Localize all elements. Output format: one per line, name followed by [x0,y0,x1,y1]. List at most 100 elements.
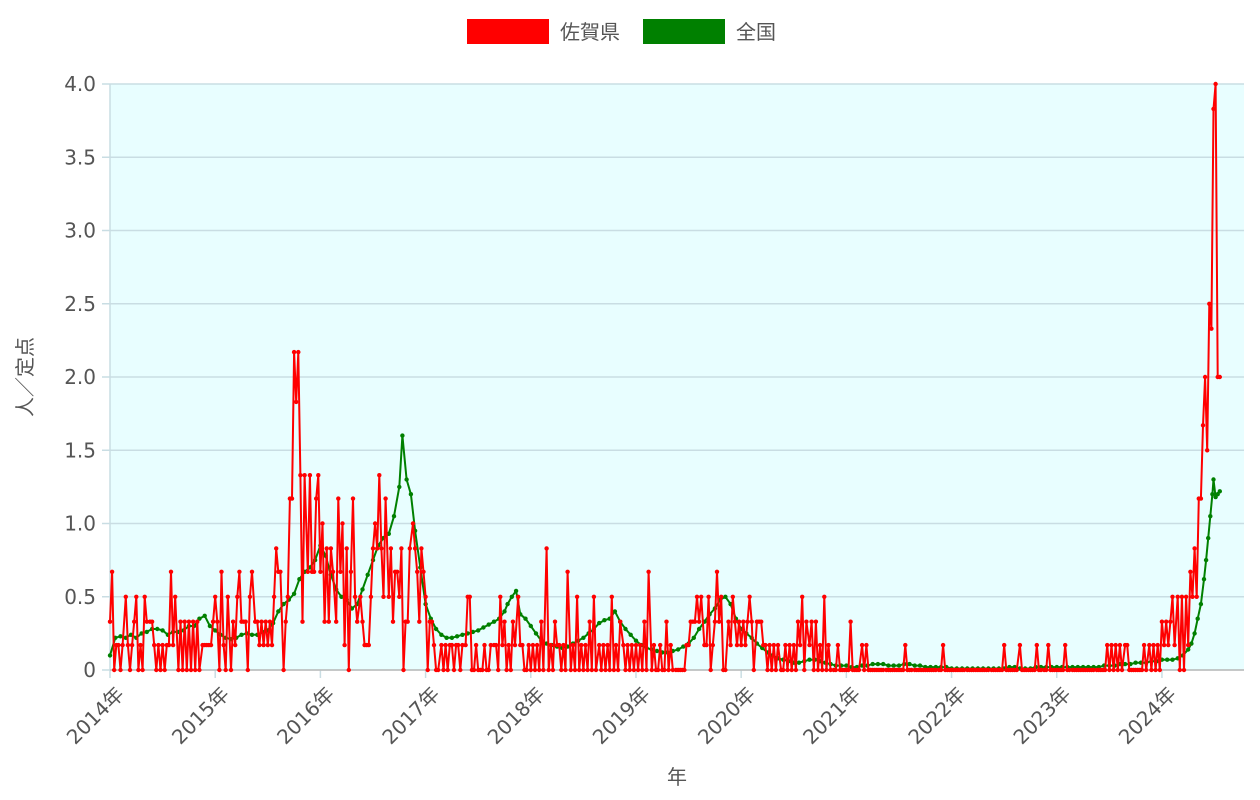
data-point [714,569,720,574]
data-point [107,619,113,624]
x-tick-label: 2021年 [798,682,865,749]
data-point [771,642,776,648]
data-point [1188,569,1193,574]
data-point [307,473,313,478]
data-point [631,667,637,673]
data-point [572,667,578,673]
data-point [1209,326,1214,331]
data-point [491,619,497,624]
data-point [493,642,499,648]
data-point [640,667,645,673]
data-point [886,663,891,668]
data-point [901,667,906,673]
data-point [654,648,660,654]
data-point [1201,577,1207,582]
data-point [156,642,161,648]
data-point [599,667,604,673]
data-point [170,642,176,648]
data-point [875,661,881,667]
data-point [408,492,414,497]
data-point [417,619,422,624]
data-point [245,667,250,673]
data-point [668,642,673,648]
data-point [533,631,539,636]
data-point [1157,667,1163,673]
data-point [302,473,307,478]
data-point [276,609,281,614]
data-point [267,619,273,624]
data-point [395,569,400,574]
data-point [649,667,654,673]
legend-item[interactable]: 佐賀県 [467,19,620,44]
data-point [692,619,698,624]
data-point [197,667,202,673]
data-point [1177,667,1183,673]
data-point [460,632,465,637]
data-point [800,594,805,599]
data-point [534,642,540,648]
data-point [132,619,137,624]
legend-item[interactable]: 全国 [643,19,776,44]
y-axis-ticks: 0 0.5 1.0 1.5 2.0 2.5 3.0 3.5 4.0 [64,72,96,682]
data-point [696,619,702,624]
data-point [1175,594,1180,599]
data-point [142,594,147,599]
data-point [638,642,643,648]
series-佐賀県 [107,81,1223,673]
data-point [423,594,428,599]
data-point [350,496,356,501]
data-point [195,619,200,624]
y-tick-label: 1.5 [64,438,96,462]
data-point [1155,642,1160,648]
data-point [129,642,135,648]
data-point [1107,667,1112,673]
data-point [405,619,410,624]
data-point [1109,642,1114,648]
data-point [498,594,503,599]
data-point [870,661,875,667]
data-point [585,667,590,673]
data-point [682,667,687,673]
data-point [856,667,862,673]
data-point [215,619,220,624]
data-point [557,642,562,648]
data-point [783,642,788,648]
data-point [601,642,606,648]
data-point [1206,535,1211,541]
data-point [605,642,610,648]
data-point [1111,667,1116,673]
data-point [377,473,382,478]
data-point [627,667,632,673]
x-tick-label: 2016年 [272,682,339,749]
data-point [360,587,365,592]
data-point [230,619,236,624]
data-point [190,619,196,624]
data-point [401,667,406,673]
data-point [570,642,576,648]
data-point [1195,616,1200,621]
data-point [642,619,647,624]
data-point [807,657,812,662]
data-point [862,667,867,673]
data-point [646,569,651,574]
data-point [552,619,558,624]
data-point [539,619,544,624]
data-point [528,667,533,673]
data-point [587,619,592,624]
chart-legend[interactable]: 佐賀県 全国 [467,19,776,44]
data-point [603,667,608,673]
data-point [162,667,167,673]
data-point [1211,477,1216,482]
data-point [125,642,131,648]
data-point [526,642,531,648]
data-point [207,623,213,629]
data-point [612,609,618,614]
data-point [1194,594,1199,599]
data-point [233,642,238,648]
y-tick-label: 3.0 [64,219,96,243]
data-point [339,594,344,599]
data-point [1205,448,1210,453]
data-point [412,546,418,551]
data-point [1102,667,1108,673]
